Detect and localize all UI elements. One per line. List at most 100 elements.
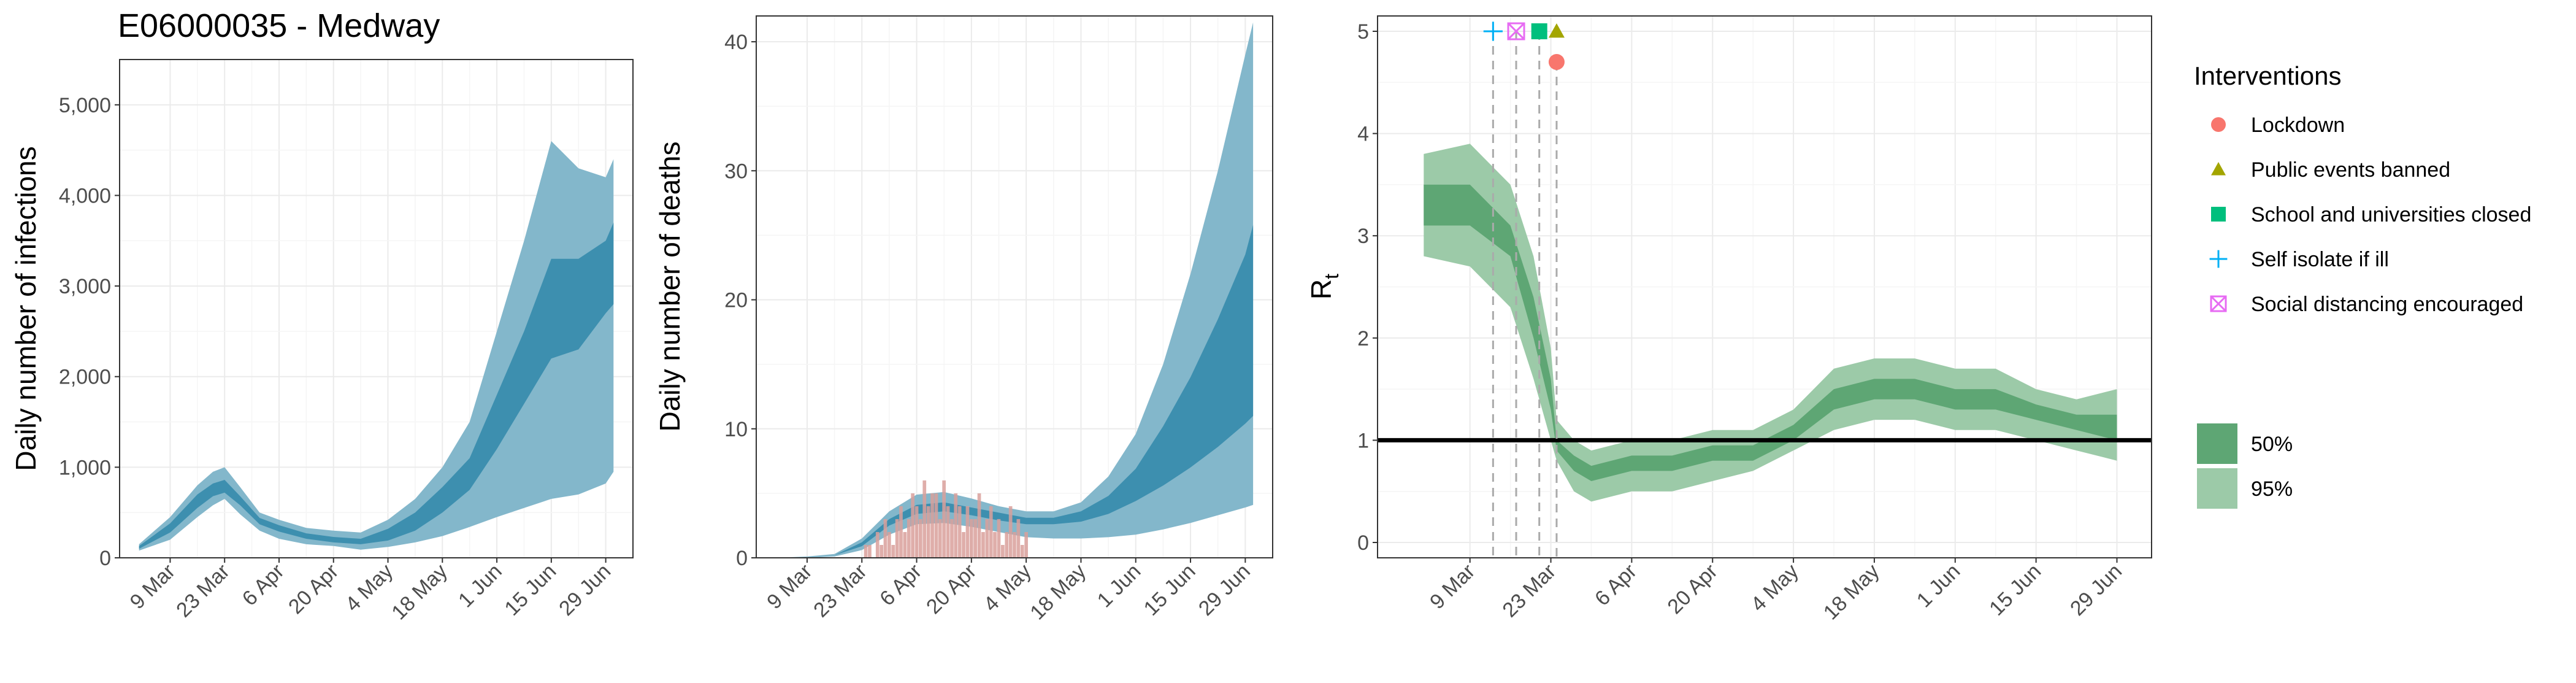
rt-band-95 — [1424, 144, 2117, 502]
infections-x-tick-label: 6 Apr — [238, 560, 289, 611]
rt-x-tick-label: 1 Jun — [1912, 560, 1965, 612]
deaths-y-ticks: 0 10 20 30 40 — [724, 31, 756, 570]
deaths-y-tick-label: 0 — [736, 547, 748, 570]
infections-bands — [139, 141, 614, 551]
rt-x-tick-label: 20 Apr — [1663, 560, 1722, 619]
rt-bands — [1424, 144, 2117, 502]
deaths-band-50 — [775, 225, 1254, 558]
square-icon — [2211, 207, 2226, 222]
deaths-band-95 — [775, 22, 1254, 558]
circle-icon — [2211, 117, 2226, 132]
legend-band-items: 50% 95% — [2197, 423, 2293, 509]
deaths-observed-bar — [907, 519, 911, 558]
deaths-observed-bar — [950, 519, 954, 558]
infections-y-tick-label: 2,000 — [59, 366, 111, 389]
deaths-observed-bar — [911, 493, 914, 558]
deaths-observed-bar — [926, 506, 930, 558]
deaths-y-axis-label: Daily number of deaths — [654, 141, 686, 431]
plus-icon — [1483, 21, 1503, 41]
deaths-observed-bar — [914, 506, 919, 558]
rt-x-tick-label: 4 May — [1746, 560, 1803, 616]
deaths-observed-bar — [942, 480, 946, 558]
deaths-observed-bar — [997, 519, 1001, 558]
deaths-observed-bar — [895, 519, 899, 558]
boxed-x-icon — [1507, 22, 1525, 41]
infections-y-ticks: 0 1,000 2,000 3,000 4,000 5,000 — [59, 94, 120, 570]
legend-band-label: 95% — [2251, 477, 2293, 501]
deaths-plot-border — [756, 15, 1273, 558]
infections-x-tick-label: 23 Mar — [172, 560, 234, 622]
rt-y-tick-label: 0 — [1357, 531, 1369, 555]
deaths-observed-bar — [880, 545, 883, 558]
deaths-x-tick-label: 20 Apr — [922, 560, 981, 619]
infections-y-tick-label: 0 — [99, 547, 111, 570]
deaths-y-tick-label: 40 — [724, 31, 748, 54]
rt-plot-border — [1377, 15, 2152, 558]
infections-y-tick-label: 1,000 — [59, 456, 111, 479]
deaths-observed-bar — [1008, 506, 1013, 558]
deaths-y-tick-label: 30 — [724, 160, 748, 183]
legend-item-label: Self isolate if ill — [2251, 248, 2389, 271]
deaths-x-tick-label: 18 May — [1025, 560, 1091, 625]
infections-plot-border — [119, 59, 634, 558]
deaths-observed-bar — [1020, 545, 1024, 558]
rt-y-tick-label: 2 — [1357, 327, 1369, 350]
deaths-observed-bar — [868, 545, 872, 558]
rt-y-tick-label: 3 — [1357, 225, 1369, 248]
deaths-observed-bar — [985, 519, 989, 558]
infections-x-tick-label: 1 Jun — [454, 560, 507, 612]
square-icon — [1531, 23, 1547, 39]
deaths-x-tick-label: 6 Apr — [875, 560, 926, 611]
boxed-x-icon — [2210, 295, 2227, 312]
rt-x-tick-label: 18 May — [1819, 560, 1884, 625]
triangle-icon — [2211, 162, 2226, 176]
deaths-observed-bar — [899, 506, 903, 558]
rt-y-axis-label: Rt — [1305, 274, 1343, 299]
infections-y-tick-label: 3,000 — [59, 275, 111, 298]
deaths-observed-bar — [903, 532, 907, 558]
deaths-observed-bars — [864, 480, 1028, 558]
infections-y-tick-label: 4,000 — [59, 184, 111, 207]
deaths-observed-bar — [993, 532, 997, 558]
deaths-observed-bar — [973, 519, 977, 558]
circle-icon — [1548, 53, 1565, 70]
rt-x-tick-label: 23 Mar — [1498, 560, 1560, 622]
deaths-observed-bar — [938, 519, 942, 558]
deaths-x-tick-label: 29 Jun — [1194, 560, 1255, 620]
rt-y-tick-label: 1 — [1357, 429, 1369, 452]
infections-y-axis-label: Daily number of infections — [10, 146, 42, 471]
deaths-observed-bar — [930, 493, 934, 558]
triangle-icon — [1548, 23, 1565, 38]
legend-item-label: School and universities closed — [2251, 203, 2531, 226]
deaths-observed-bar — [1005, 532, 1009, 558]
legend-title: Interventions — [2194, 61, 2341, 90]
rt-y-axis-label-subscript: t — [1321, 274, 1343, 279]
legend-swatch — [2197, 468, 2237, 509]
rt-x-ticks: 9 Mar 23 Mar 6 Apr 20 Apr 4 May 18 May 1 Jun 15… — [1425, 558, 2126, 624]
rt-y-tick-label: 4 — [1357, 123, 1369, 146]
legend-intervention-items: Lockdown Public events banned School and u… — [2209, 114, 2531, 316]
deaths-y-tick-label: 10 — [724, 418, 748, 441]
deaths-bands — [775, 22, 1254, 558]
deaths-observed-bar — [1001, 545, 1005, 558]
deaths-observed-bar — [965, 506, 970, 558]
rt-panel: 0 1 2 3 4 5 9 Mar 23 Mar 6 Apr 20 Apr 4 May 18 May… — [1305, 15, 2152, 624]
deaths-observed-bar — [864, 545, 868, 558]
deaths-x-tick-label: 1 Jun — [1093, 560, 1146, 612]
deaths-observed-bar — [962, 532, 965, 558]
deaths-observed-bar — [891, 545, 895, 558]
infections-y-tick-label: 5,000 — [59, 94, 111, 117]
deaths-observed-bar — [981, 532, 985, 558]
legend-band-label: 50% — [2251, 433, 2293, 456]
deaths-observed-bar — [954, 493, 958, 558]
rt-x-tick-label: 15 Jun — [1985, 560, 2045, 620]
deaths-observed-bar — [934, 493, 938, 558]
rt-y-tick-label: 5 — [1357, 20, 1369, 44]
deaths-observed-bar — [989, 506, 993, 558]
rt-y-ticks: 0 1 2 3 4 5 — [1357, 20, 1378, 555]
